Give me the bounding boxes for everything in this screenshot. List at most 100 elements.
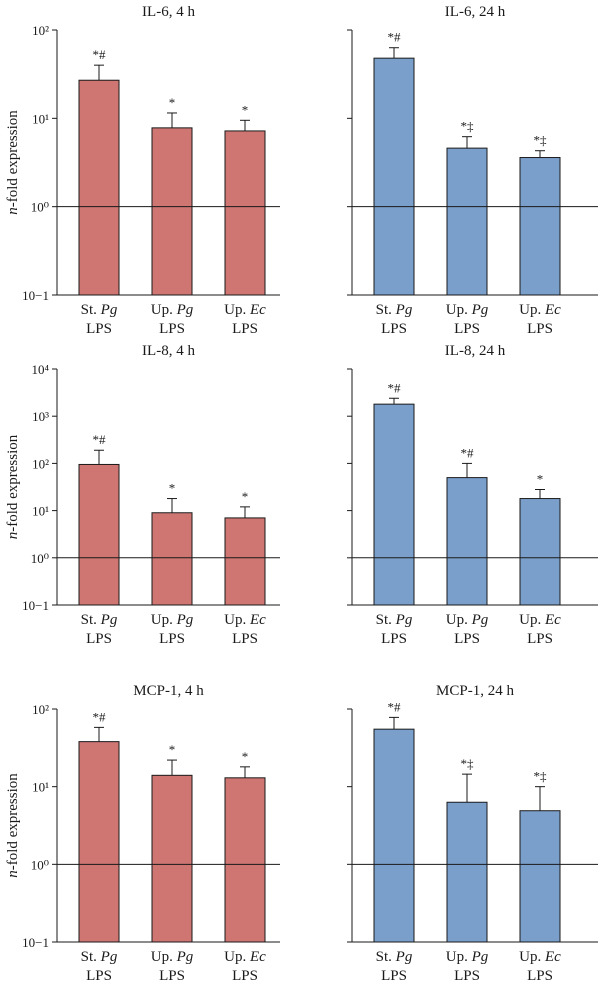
y-axis-label-rest: -fold expression (5, 110, 21, 208)
x-tick-label-line2: LPS (86, 321, 112, 337)
y-axis-label-italic: n (5, 870, 21, 878)
x-tick-label: Up. Ec (519, 949, 561, 965)
x-tick-label-line2: LPS (232, 631, 258, 647)
x-tick-label: St. Pg (81, 612, 118, 628)
bar (224, 777, 266, 943)
significance-label: *# (388, 380, 402, 395)
chart-title: MCP-1, 4 h (133, 683, 204, 699)
significance-label: * (169, 95, 176, 110)
y-tick-label: 10² (32, 23, 49, 38)
chart-panel-6: MCP-1, 24 h *# St. Pg LPS *‡ Up. Pg LPS *‡ Up. E… (347, 683, 598, 984)
x-tick-species: Pg (100, 949, 118, 965)
bar (519, 810, 561, 943)
x-tick-label-line2: LPS (86, 631, 112, 647)
x-tick-label: St. Pg (81, 949, 118, 965)
x-tick-label: Up. Ec (224, 612, 266, 628)
x-tick-label: Up. Ec (519, 302, 561, 318)
x-tick-prefix: St. (376, 949, 392, 965)
x-tick-species: Pg (471, 949, 489, 965)
chart-title: IL-8, 24 h (445, 343, 506, 359)
x-tick-label: St. Pg (376, 302, 413, 318)
x-tick-species: Pg (176, 949, 194, 965)
bar (446, 477, 488, 606)
significance-label: *# (93, 432, 107, 447)
chart-title: IL-6, 4 h (142, 4, 195, 20)
x-tick-prefix: St. (376, 302, 392, 318)
bar (446, 147, 488, 296)
significance-label: * (169, 742, 176, 757)
x-tick-prefix: Up. (224, 302, 246, 318)
x-tick-label: Up. Ec (224, 302, 266, 318)
significance-label: * (242, 102, 249, 117)
y-axis-label: n-fold expression (5, 110, 21, 215)
chart-panel-5: MCP-1, 4 h *# St. Pg LPS * Up. Pg LPS * Up. Ec LP… (5, 683, 280, 984)
x-tick-prefix: Up. (446, 949, 468, 965)
chart-panel-1: IL-6, 4 h *# St. Pg LPS * Up. Pg LPS * Up. Ec LPS… (5, 4, 280, 337)
x-tick-prefix: St. (81, 302, 97, 318)
y-tick-label: 10¹ (32, 111, 49, 126)
significance-label: *# (461, 445, 475, 460)
y-tick-label: 10−1 (22, 598, 49, 613)
x-tick-label-line2: LPS (159, 631, 185, 647)
x-tick-label: Up. Pg (446, 612, 489, 628)
y-tick-label: 10³ (32, 409, 49, 424)
x-tick-prefix: St. (81, 949, 97, 965)
significance-label: *‡ (534, 133, 548, 148)
chart-panel-4: IL-8, 24 h *# St. Pg LPS *# Up. Pg LPS * Up. Ec L… (347, 343, 598, 647)
x-tick-species: Ec (249, 949, 266, 965)
bar (78, 463, 120, 606)
x-tick-label-line2: LPS (454, 968, 480, 984)
x-tick-prefix: St. (81, 612, 97, 628)
x-tick-label: Up. Pg (151, 302, 194, 318)
x-tick-species: Ec (249, 302, 266, 318)
bar (519, 157, 561, 296)
x-tick-label: Up. Pg (151, 949, 194, 965)
x-tick-prefix: St. (376, 612, 392, 628)
y-axis-label-rest: -fold expression (5, 773, 21, 871)
x-tick-prefix: Up. (446, 612, 468, 628)
y-tick-label: 10⁰ (31, 551, 49, 566)
bar (78, 79, 120, 296)
x-tick-label: St. Pg (376, 612, 413, 628)
x-tick-label-line2: LPS (527, 968, 553, 984)
x-tick-label-line2: LPS (159, 321, 185, 337)
bar (224, 517, 266, 606)
x-tick-species: Pg (395, 612, 413, 628)
x-tick-label-line2: LPS (527, 321, 553, 337)
y-tick-label: 10−1 (22, 935, 49, 950)
chart-title: IL-6, 24 h (445, 4, 506, 20)
significance-label: *‡ (534, 769, 548, 784)
bar (151, 774, 193, 943)
x-tick-species: Pg (100, 302, 118, 318)
x-tick-label-line2: LPS (86, 968, 112, 984)
x-tick-label-line2: LPS (454, 631, 480, 647)
x-tick-label-line2: LPS (232, 968, 258, 984)
significance-label: *‡ (461, 119, 475, 134)
significance-label: *# (93, 709, 107, 724)
x-tick-prefix: Up. (224, 949, 246, 965)
y-tick-label: 10⁴ (31, 362, 49, 377)
chart-title: IL-8, 4 h (142, 343, 195, 359)
x-tick-label-line2: LPS (381, 631, 407, 647)
x-tick-prefix: Up. (151, 612, 173, 628)
y-tick-label: 10¹ (32, 780, 49, 795)
x-tick-species: Pg (176, 612, 194, 628)
x-tick-species: Ec (544, 302, 561, 318)
x-tick-label-line2: LPS (232, 321, 258, 337)
x-tick-species: Pg (395, 302, 413, 318)
x-tick-prefix: Up. (151, 949, 173, 965)
x-tick-label: Up. Ec (519, 612, 561, 628)
bar (151, 127, 193, 296)
y-tick-label: 10² (32, 456, 49, 471)
bar (373, 403, 415, 606)
y-axis-label: n-fold expression (5, 773, 21, 878)
chart-title: MCP-1, 24 h (436, 683, 514, 699)
x-tick-label-line2: LPS (159, 968, 185, 984)
x-tick-prefix: Up. (519, 612, 541, 628)
bar (151, 512, 193, 606)
x-tick-label: St. Pg (376, 949, 413, 965)
x-tick-species: Pg (176, 302, 194, 318)
x-tick-species: Pg (471, 302, 489, 318)
y-tick-label: 10⁰ (31, 857, 49, 872)
x-tick-label-line2: LPS (527, 631, 553, 647)
